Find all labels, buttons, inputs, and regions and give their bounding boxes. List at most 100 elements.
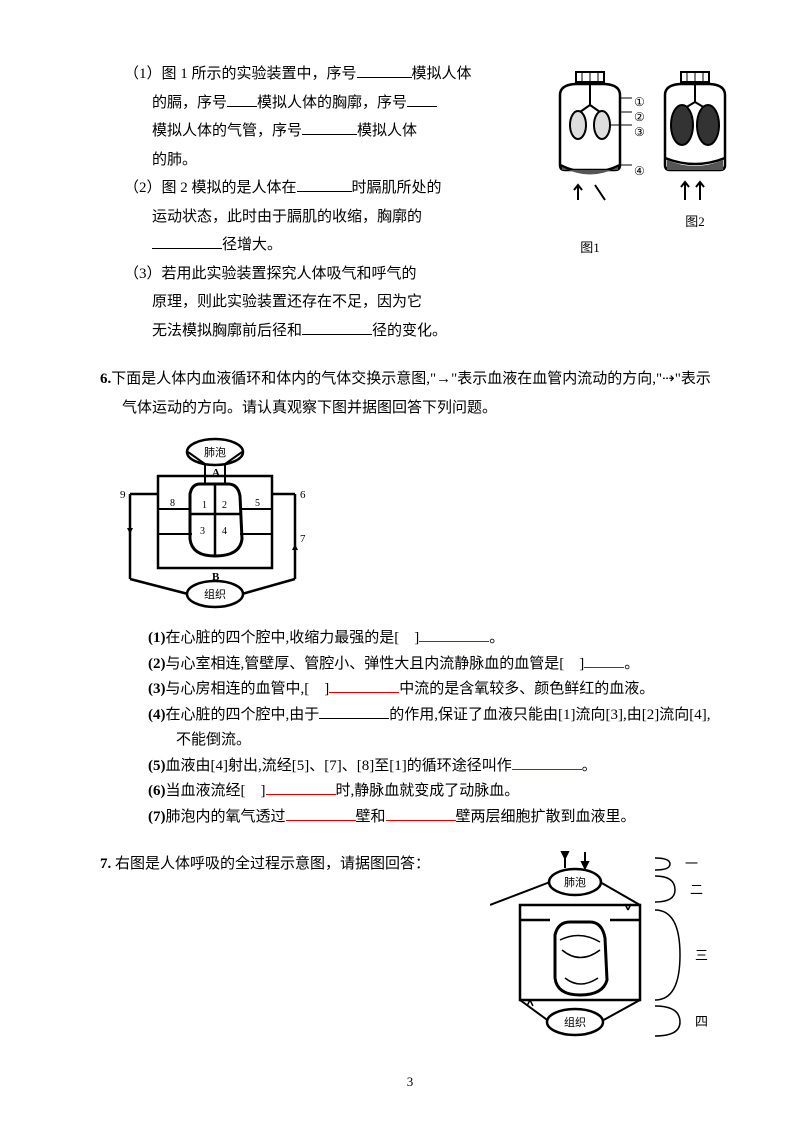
q5-2-text: （2）图 2 模拟的是人体在 — [124, 180, 297, 196]
q6-num: 6. — [100, 371, 111, 387]
q5-figures: ① ② ③ ④ 图1 — [540, 70, 740, 261]
blank[interactable] — [357, 62, 412, 78]
text: 血液由[4]射出,流经[5]、[7]、[8]至[1]的循环途径叫作 — [166, 758, 512, 774]
svg-text:1: 1 — [202, 500, 207, 511]
num: (7) — [148, 809, 166, 825]
question-7: 7. 右图是人体呼吸的全过程示意图，请据图回答： 肺泡 组织 — [100, 850, 720, 1040]
blank[interactable] — [297, 176, 352, 192]
q7-text: 右图是人体呼吸的全过程示意图，请据图回答： — [111, 856, 430, 872]
svg-text:2: 2 — [222, 500, 227, 511]
question-6: 6.下面是人体内血液循环和体内的气体交换示意图,"→"表示血液在血管内流动的方向… — [100, 365, 720, 830]
svg-text:肺泡: 肺泡 — [564, 875, 586, 889]
svg-text:8: 8 — [170, 498, 175, 509]
red-blank[interactable] — [419, 626, 489, 642]
q7-num: 7. — [100, 856, 111, 872]
red-blank[interactable] — [584, 652, 624, 668]
bottle-diagram-1-icon — [540, 70, 640, 210]
svg-text:A: A — [212, 467, 220, 479]
svg-text:肺泡: 肺泡 — [204, 445, 226, 459]
q5-figure-2: 图2 — [650, 70, 740, 261]
q5-figure-1: ① ② ③ ④ 图1 — [540, 70, 640, 261]
text: 壁和 — [356, 809, 386, 825]
bottle-diagram-2-icon — [650, 70, 740, 210]
text: 中流的是含氧较多、颜色鲜红的血液。 — [399, 681, 654, 697]
q5-item-1: （1）图 1 所示的实验装置中，序号模拟人体 的膈，序号模拟人体的胸廓，序号 模… — [100, 60, 500, 174]
text: 。 — [582, 758, 597, 774]
circled-1: ① — [634, 95, 654, 110]
svg-text:一: 一 — [685, 856, 698, 871]
q5-3-text: （3）若用此实验装置探究人体吸气和呼气的 — [124, 266, 417, 282]
q6-item-1: (1)在心脏的四个腔中,收缩力最强的是[ ] 。 — [148, 626, 720, 652]
q5-3-text: 原理，则此实验装置还存在不足，因为它 — [152, 294, 422, 310]
q7-diagram: 肺泡 组织 一 二 三 四 — [490, 850, 720, 1040]
text: 在心脏的四个腔中,收缩力最强的是[ ] — [166, 630, 420, 646]
circulation-diagram-icon: 肺泡 组织 1 2 3 4 9 6 8 5 — [100, 434, 330, 614]
respiration-diagram-icon: 肺泡 组织 一 二 三 四 — [490, 850, 720, 1040]
text: 。 — [489, 630, 504, 646]
q6-diagram: 肺泡 组织 1 2 3 4 9 6 8 5 — [100, 434, 720, 614]
text: 与心室相连,管壁厚、管腔小、弹性大且内流静脉血的血管是[ ] — [166, 656, 585, 672]
blank[interactable] — [302, 319, 372, 335]
svg-text:组织: 组织 — [564, 1015, 586, 1029]
text: 肺泡内的氧气透过 — [166, 809, 286, 825]
fig1-label: 图1 — [540, 236, 640, 261]
q5-2-text: 径增大。 — [222, 237, 282, 253]
fig2-label: 图2 — [650, 210, 740, 235]
text: 壁两层细胞扩散到血液里。 — [456, 809, 636, 825]
q6-item-2: (2)与心室相连,管壁厚、管腔小、弹性大且内流静脉血的血管是[ ] 。 — [148, 652, 720, 678]
q6-heading-text: 下面是人体内血液循环和体内的气体交换示意图,"→"表示血液在血管内流动的方向,"… — [111, 371, 711, 416]
svg-text:5: 5 — [255, 498, 260, 509]
q5-1-text: （1）图 1 所示的实验装置中，序号 — [124, 66, 357, 82]
num: (3) — [148, 681, 166, 697]
num: (2) — [148, 656, 166, 672]
q6-item-6: (6)当血液流经[ ] 时,静脉血就变成了动脉血。 — [148, 779, 720, 805]
q6-items: (1)在心脏的四个腔中,收缩力最强的是[ ] 。 (2)与心室相连,管壁厚、管腔小… — [100, 626, 720, 830]
circled-4: ④ — [634, 164, 654, 179]
text: 在心脏的四个腔中,由于 — [166, 707, 320, 723]
q5-1-text: 的肺。 — [152, 152, 197, 168]
text: 当血液流经[ ] — [166, 783, 266, 799]
svg-text:二: 二 — [690, 882, 703, 897]
q7-text-block: 7. 右图是人体呼吸的全过程示意图，请据图回答： — [100, 850, 482, 879]
q6-item-5: (5)血液由[4]射出,流经[5]、[7]、[8]至[1]的循环途径叫作 。 — [148, 754, 720, 780]
q5-2-text: 运动状态，此时由于膈肌的收缩，胸廓的 — [152, 209, 422, 225]
num: (6) — [148, 783, 166, 799]
svg-text:6: 6 — [300, 489, 306, 501]
blank[interactable] — [302, 119, 357, 135]
text: 。 — [624, 656, 639, 672]
blank[interactable] — [319, 703, 389, 719]
q5-1-text: 的膈，序号 — [152, 95, 227, 111]
svg-text:3: 3 — [200, 526, 205, 537]
blank[interactable] — [227, 91, 257, 107]
red-blank[interactable] — [386, 805, 456, 821]
svg-text:4: 4 — [222, 526, 227, 537]
num: (1) — [148, 630, 166, 646]
q5-item-3: （3）若用此实验装置探究人体吸气和呼气的 原理，则此实验装置还存在不足，因为它 … — [100, 260, 500, 346]
red-blank[interactable] — [512, 754, 582, 770]
q5-1-text: 模拟人体的气管，序号 — [152, 123, 302, 139]
blank[interactable] — [152, 233, 222, 249]
svg-text:三: 三 — [695, 948, 708, 963]
q5-1-text: 模拟人体 — [412, 66, 472, 82]
num: (4) — [148, 707, 166, 723]
q5-3-text: 径的变化。 — [372, 323, 447, 339]
question-5: （1）图 1 所示的实验装置中，序号模拟人体 的膈，序号模拟人体的胸廓，序号 模… — [100, 60, 720, 345]
num: (5) — [148, 758, 166, 774]
q5-1-text: 模拟人体 — [357, 123, 417, 139]
svg-text:7: 7 — [300, 533, 306, 545]
text: 时,静脉血就变成了动脉血。 — [336, 783, 520, 799]
q6-item-4: (4)在心脏的四个腔中,由于的作用,保证了血液只能由[1]流向[3],由[2]流… — [148, 703, 720, 754]
svg-text:9: 9 — [120, 489, 126, 501]
blank[interactable] — [407, 91, 437, 107]
svg-text:B: B — [212, 571, 220, 583]
q5-text-block: （1）图 1 所示的实验装置中，序号模拟人体 的膈，序号模拟人体的胸廓，序号 模… — [100, 60, 500, 345]
red-blank[interactable] — [329, 677, 399, 693]
q6-item-3: (3)与心房相连的血管中,[ ]中流的是含氧较多、颜色鲜红的血液。 — [148, 677, 720, 703]
circled-3: ③ — [634, 125, 654, 140]
q5-item-2: （2）图 2 模拟的是人体在时膈肌所处的 运动状态，此时由于膈肌的收缩，胸廓的 … — [100, 174, 500, 260]
q6-heading: 6.下面是人体内血液循环和体内的气体交换示意图,"→"表示血液在血管内流动的方向… — [100, 365, 720, 422]
q5-1-text: 模拟人体的胸廓，序号 — [257, 95, 407, 111]
red-blank[interactable] — [266, 779, 336, 795]
q5-3-text: 无法模拟胸廓前后径和 — [152, 323, 302, 339]
red-blank[interactable] — [286, 805, 356, 821]
